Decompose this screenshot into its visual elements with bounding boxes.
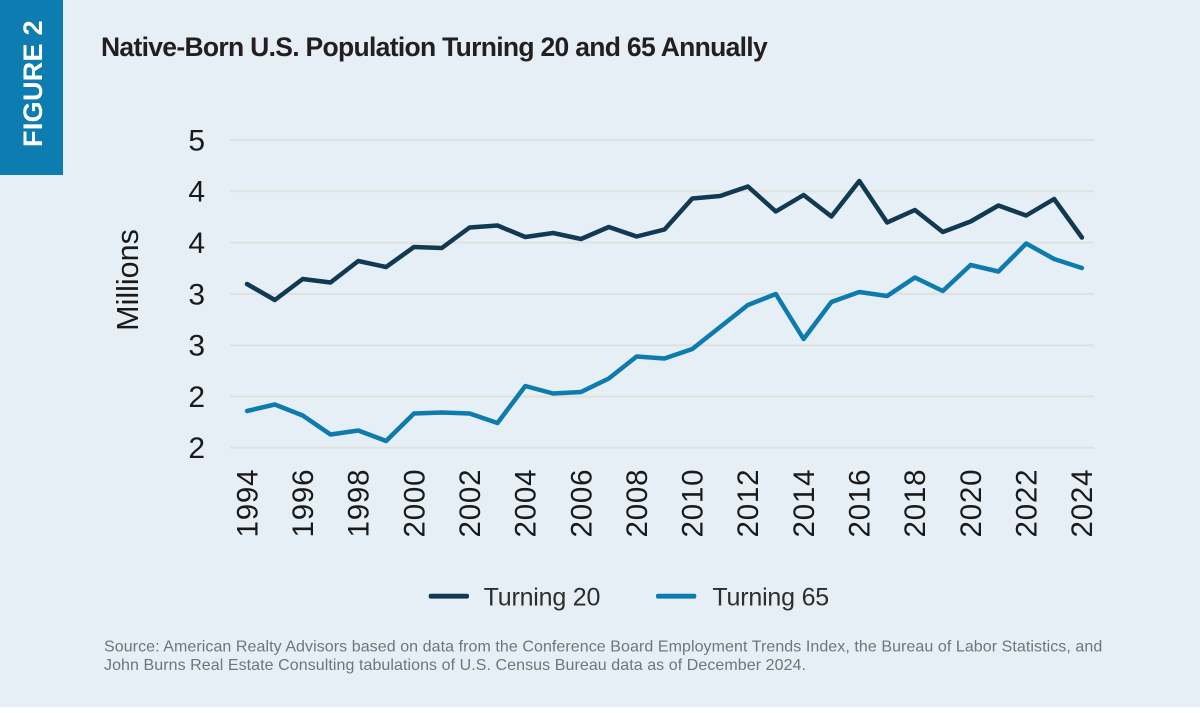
svg-text:1998: 1998 (343, 469, 376, 538)
svg-text:2: 2 (188, 432, 205, 465)
svg-text:2024: 2024 (1066, 469, 1099, 538)
svg-text:2010: 2010 (677, 469, 710, 538)
svg-text:2000: 2000 (398, 469, 431, 538)
svg-text:Source: American Realty Adviso: Source: American Realty Advisors based o… (104, 639, 1102, 656)
svg-text:John Burns Real Estate Consult: John Burns Real Estate Consulting tabula… (104, 657, 806, 674)
svg-text:2020: 2020 (955, 469, 988, 538)
svg-text:3: 3 (188, 330, 205, 363)
svg-text:FIGURE 2: FIGURE 2 (18, 20, 48, 147)
svg-text:2004: 2004 (510, 469, 543, 538)
svg-text:1996: 1996 (287, 469, 320, 538)
svg-text:2006: 2006 (565, 469, 598, 538)
svg-text:2002: 2002 (454, 469, 487, 538)
svg-text:Turning 65: Turning 65 (712, 584, 829, 612)
svg-text:5: 5 (188, 124, 205, 157)
svg-text:2014: 2014 (788, 469, 821, 538)
svg-text:2012: 2012 (732, 469, 765, 538)
svg-text:2018: 2018 (899, 469, 932, 538)
svg-text:2008: 2008 (621, 469, 654, 538)
svg-text:2: 2 (188, 381, 205, 414)
svg-text:Native-Born U.S. Population Tu: Native-Born U.S. Population Turning 20 a… (101, 32, 768, 62)
svg-text:4: 4 (188, 227, 205, 260)
svg-text:3: 3 (188, 278, 205, 311)
svg-text:Turning 20: Turning 20 (484, 584, 601, 612)
svg-text:1994: 1994 (231, 469, 264, 538)
svg-text:Millions: Millions (111, 229, 145, 331)
svg-text:2016: 2016 (844, 469, 877, 538)
svg-text:4: 4 (188, 176, 205, 209)
svg-text:2022: 2022 (1011, 469, 1044, 538)
